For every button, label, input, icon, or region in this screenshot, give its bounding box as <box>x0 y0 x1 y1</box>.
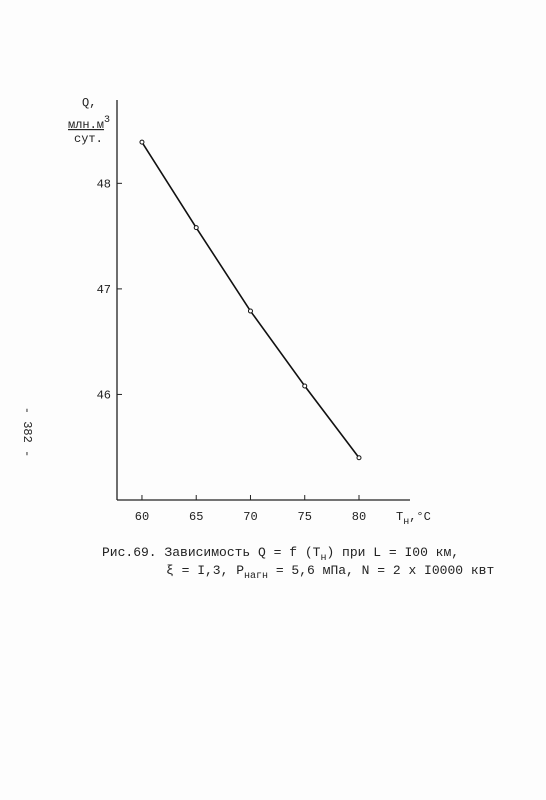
caption-subscript: н <box>320 553 326 564</box>
caption-subscript: нагн <box>244 571 268 582</box>
caption-line: ξ = I,3, Pнагн = 5,6 мПа, N = 2 x I0000 … <box>166 563 494 582</box>
x-tick-label: 80 <box>352 510 366 524</box>
caption-text: ) при L = I00 км, <box>326 545 459 560</box>
x-tick-label: 70 <box>243 510 257 524</box>
y-label-numerator: млн.м <box>68 118 104 132</box>
x-label: Tн,°C <box>396 510 431 528</box>
data-point <box>139 139 145 145</box>
x-label-unit: ,°C <box>409 510 431 524</box>
x-tick-label: 75 <box>298 510 312 524</box>
data-point <box>356 455 362 461</box>
x-tick-label: 65 <box>189 510 203 524</box>
data-point <box>247 308 253 314</box>
caption-text: = 5,6 мПа, N = 2 x I0000 квт <box>268 563 494 578</box>
caption-line: Рис.69. Зависимость Q = f (Tн) при L = I… <box>102 545 459 564</box>
page-number: - 382 - <box>20 407 34 457</box>
data-point <box>302 383 308 389</box>
y-label-denominator: сут. <box>74 132 103 146</box>
x-label-subscript: н <box>403 517 409 528</box>
y-tick-label: 47 <box>97 283 111 297</box>
caption-text: ξ = I,3, P <box>166 563 244 578</box>
data-point <box>193 225 199 231</box>
y-tick-label: 46 <box>97 388 111 402</box>
y-label-symbol: Q, <box>82 96 96 110</box>
y-label-exponent: 3 <box>104 115 110 126</box>
x-label-symbol: T <box>396 510 403 524</box>
y-label-unit: млн.м3 <box>68 115 110 132</box>
y-tick-label: 48 <box>97 177 111 191</box>
x-tick-label: 60 <box>135 510 149 524</box>
caption-text: Рис.69. Зависимость Q = f (T <box>102 545 321 560</box>
